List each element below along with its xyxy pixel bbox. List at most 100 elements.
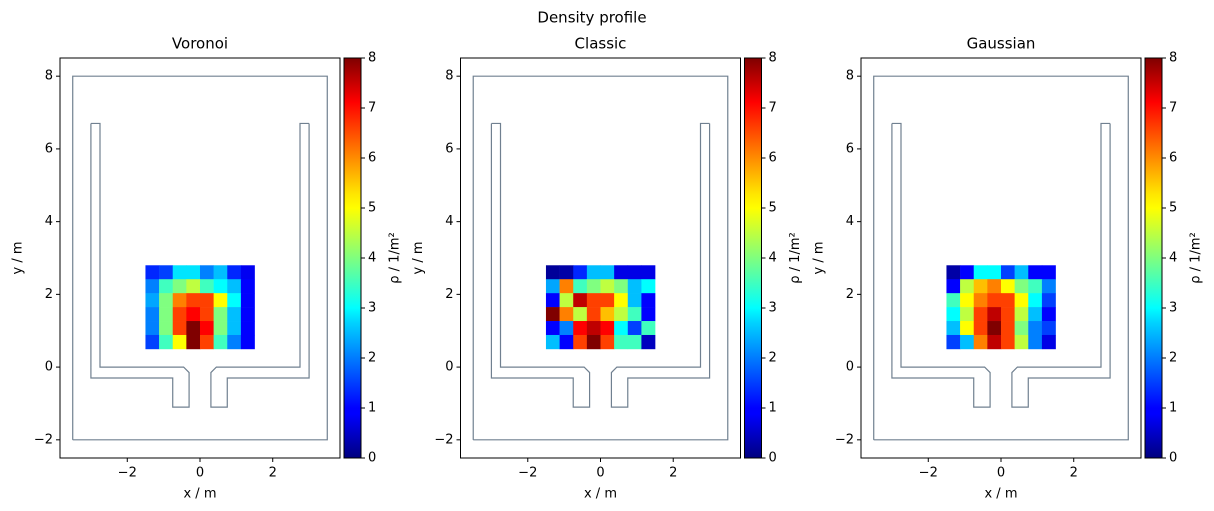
heatmap-cell [586, 265, 601, 280]
heatmap-cell [545, 279, 560, 294]
heatmap-cell [1001, 293, 1015, 308]
geometry-wall [490, 122, 591, 408]
y-tick-label: 0 [846, 360, 854, 375]
colorbar-tick-label: 5 [368, 201, 376, 216]
heatmap-cell [641, 265, 656, 280]
heatmap-cell [946, 293, 961, 308]
x-tick-label: 2 [669, 466, 677, 481]
heatmap-cell [145, 293, 160, 308]
heatmap-cell [545, 293, 560, 308]
x-tick-label: 0 [596, 466, 604, 481]
heatmap-cell [600, 279, 615, 294]
geometry-wall [1011, 122, 1111, 408]
figure-title: Density profile [537, 9, 646, 27]
colorbar-label: ρ / 1/m² [788, 232, 803, 283]
heatmap-cell [573, 321, 588, 336]
heatmap-cell [172, 307, 187, 322]
y-tick-label: 4 [445, 214, 453, 229]
heatmap-cell [213, 307, 228, 322]
y-tick-label: −2 [835, 432, 854, 447]
axes-frame [860, 57, 1142, 459]
heatmap-cell [973, 279, 988, 294]
heatmap-cell [1014, 265, 1029, 280]
heatmap-cell [559, 293, 574, 308]
heatmap-cell [145, 321, 160, 336]
heatmap-cell [213, 279, 228, 294]
heatmap-cell [200, 293, 214, 308]
heatmap-cell [987, 307, 1002, 322]
y-tick-label: 8 [45, 69, 53, 84]
heatmap-cell [559, 307, 574, 322]
colorbar-tick-label: 1 [769, 401, 777, 416]
y-axis-label: y / m [411, 241, 426, 274]
heatmap-cell [559, 321, 574, 336]
geometry-wall [72, 75, 328, 441]
colorbar [744, 57, 762, 459]
heatmap-cell [614, 334, 629, 350]
heatmap-cell [1001, 321, 1015, 336]
heatmap-cell [145, 265, 160, 280]
heatmap-cell [1001, 307, 1015, 322]
y-tick-label: 0 [45, 360, 53, 375]
heatmap-cell [1041, 307, 1056, 322]
heatmap-cell [200, 265, 214, 280]
x-tick-label: 0 [997, 466, 1005, 481]
y-tick-label: 2 [846, 287, 854, 302]
heatmap-cell [641, 307, 656, 322]
heatmap-cell [1041, 321, 1056, 336]
heatmap-cell [600, 334, 615, 350]
heatmap-cell [586, 279, 601, 294]
heatmap-cell [1041, 334, 1056, 350]
heatmap-cell [545, 307, 560, 322]
colorbar-tick-label: 8 [769, 51, 777, 66]
heatmap-cell [240, 321, 255, 336]
heatmap-cell [987, 279, 1002, 294]
geometry-wall [873, 75, 1129, 441]
geometry-wall [90, 122, 190, 408]
heatmap-cell [573, 293, 588, 308]
heatmap-cell [145, 334, 160, 350]
heatmap-cell [614, 293, 629, 308]
heatmap-cell [1028, 279, 1043, 294]
axes-frame [59, 57, 341, 459]
heatmap-cell [614, 307, 629, 322]
heatmap-cell [946, 307, 961, 322]
heatmap-cell [586, 307, 601, 322]
heatmap-cell [1041, 265, 1056, 280]
heatmap-cell [946, 265, 961, 280]
y-tick-label: −2 [434, 432, 453, 447]
heatmap-cell [545, 334, 560, 350]
colorbar-tick-label: 2 [1169, 351, 1177, 366]
colorbar-label: ρ / 1/m² [388, 232, 403, 283]
colorbar-tick-label: 8 [368, 51, 376, 66]
x-axis-label: x / m [183, 487, 216, 502]
heatmap-cell [1028, 334, 1043, 350]
y-tick-label: 6 [445, 141, 453, 156]
heatmap-cell [172, 321, 187, 336]
geometry-wall [610, 122, 711, 408]
heatmap-cell [960, 265, 975, 280]
y-tick-label: 0 [445, 360, 453, 375]
heatmap-cell [1028, 265, 1043, 280]
colorbar-tick-label: 6 [769, 151, 777, 166]
heatmap-cell [641, 334, 656, 350]
y-tick-label: 6 [45, 141, 53, 156]
heatmap-cell [159, 279, 174, 294]
heatmap-cell [586, 293, 601, 308]
x-tick-label: −2 [518, 466, 537, 481]
heatmap-cell [172, 293, 187, 308]
heatmap-cell [1028, 293, 1043, 308]
heatmap-cell [960, 321, 975, 336]
heatmap-cell [172, 334, 187, 350]
colorbar-tick-label: 3 [1169, 301, 1177, 316]
heatmap-cell [987, 321, 1002, 336]
heatmap-cell [186, 321, 201, 336]
heatmap-cell [946, 279, 961, 294]
heatmap-cell [946, 321, 961, 336]
heatmap-cell [1014, 293, 1029, 308]
colorbar-tick-label: 3 [368, 301, 376, 316]
heatmap-cell [200, 307, 214, 322]
heatmap-cell [960, 293, 975, 308]
y-tick-label: 8 [846, 69, 854, 84]
